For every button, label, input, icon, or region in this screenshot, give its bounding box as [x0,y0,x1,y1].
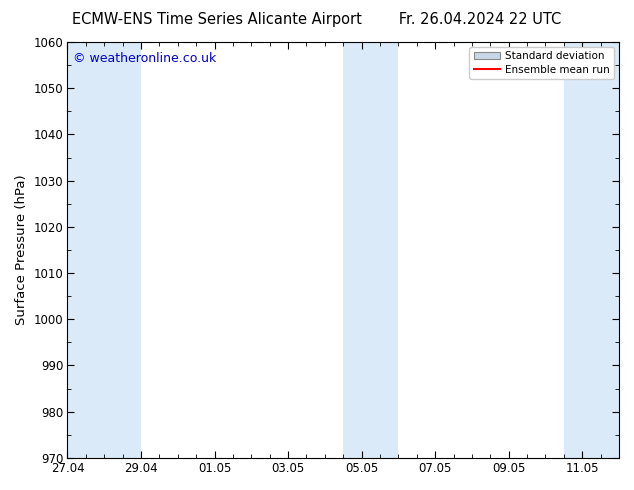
Bar [564,42,619,458]
Bar [343,42,398,458]
Text: ECMW-ENS Time Series Alicante Airport        Fr. 26.04.2024 22 UTC: ECMW-ENS Time Series Alicante Airport Fr… [72,12,562,27]
Y-axis label: Surface Pressure (hPa): Surface Pressure (hPa) [15,174,28,325]
Text: © weatheronline.co.uk: © weatheronline.co.uk [73,52,216,66]
Legend: Standard deviation, Ensemble mean run: Standard deviation, Ensemble mean run [469,47,614,79]
Bar [67,42,141,458]
